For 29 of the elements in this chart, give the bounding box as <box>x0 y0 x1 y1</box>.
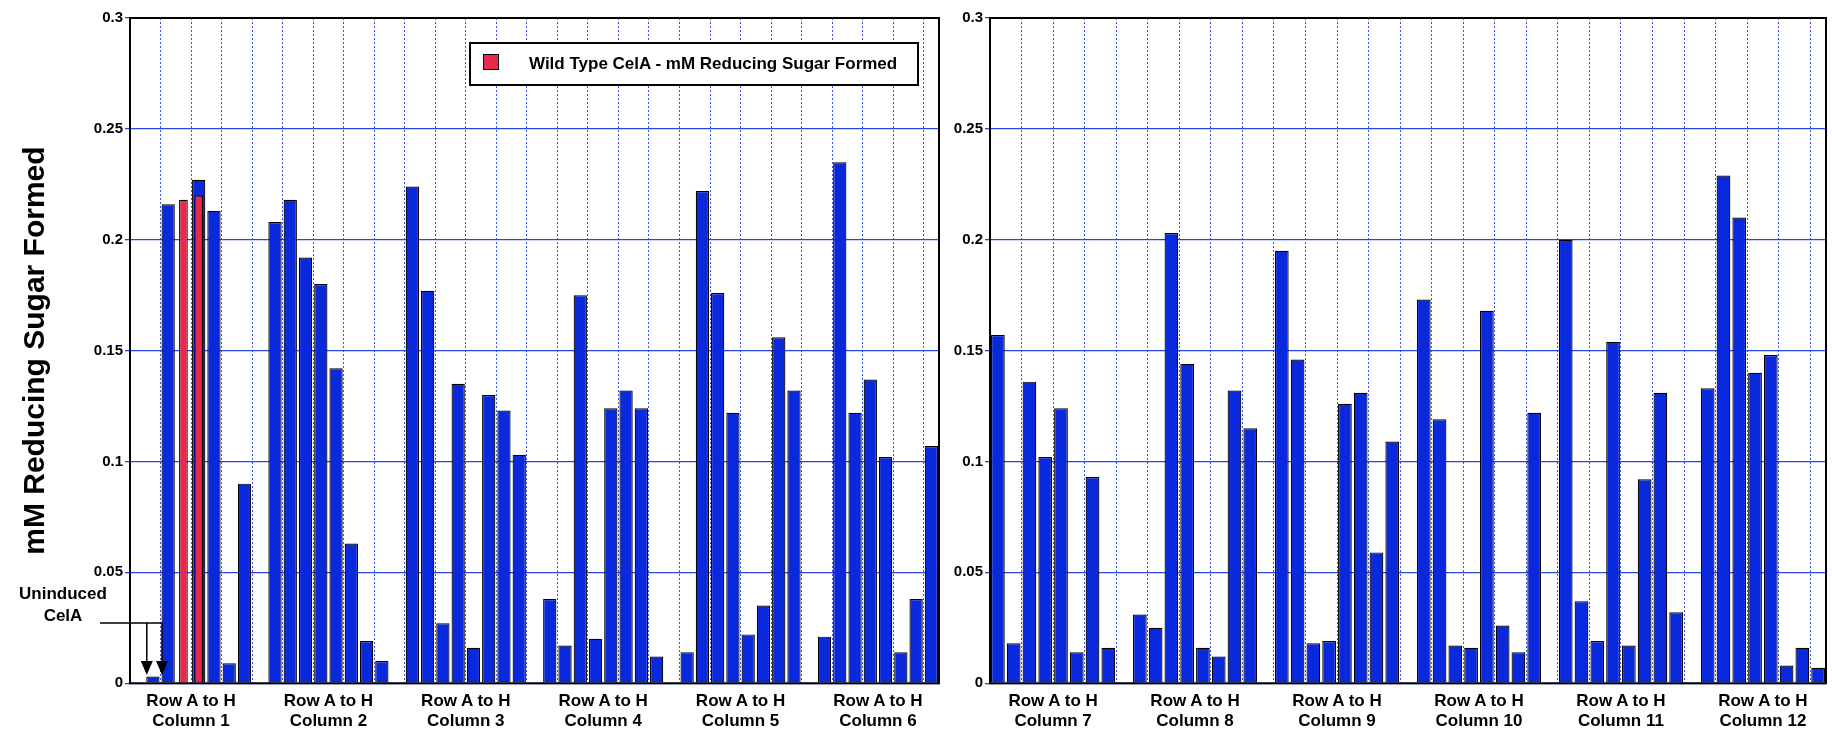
y-tick-label: 0 <box>114 673 123 691</box>
y-axis-title: mM Reducing Sugar Formed <box>17 146 51 555</box>
x-tick-label: Row A to H Column 10 <box>1434 691 1524 731</box>
x-tick-label: Row A to H Column 3 <box>421 691 511 731</box>
x-tick-label: Row A to H Column 12 <box>1718 691 1808 731</box>
x-tick-label: Row A to H Column 1 <box>146 691 236 731</box>
y-tick-label: 0 <box>974 673 983 691</box>
x-tick-label: Row A to H Column 8 <box>1150 691 1240 731</box>
y-tick-label: 0.2 <box>102 229 123 247</box>
x-tick-label: Row A to H Column 9 <box>1292 691 1382 731</box>
x-tick-label: Row A to H Column 7 <box>1008 691 1098 731</box>
y-tick-label: 0.1 <box>102 451 123 469</box>
y-tick-label: 0.15 <box>953 340 983 358</box>
y-tick-label: 0.25 <box>93 119 123 137</box>
x-tick-label: Row A to H Column 2 <box>283 691 374 731</box>
y-tick-label: 0.25 <box>953 119 983 137</box>
y-tick-label: 0.05 <box>93 562 123 580</box>
y-tick-label: 0.1 <box>962 451 983 469</box>
y-tick-label: 0.15 <box>93 340 123 358</box>
y-tick-label: 0.3 <box>962 8 983 26</box>
x-tick-label: Row A to H Column 5 <box>695 691 786 731</box>
x-tick-label: Row A to H Column 6 <box>833 691 923 731</box>
y-tick-label: 0.3 <box>102 8 123 26</box>
legend-label: Wild Type CelA - mM Reducing Sugar Formed <box>528 53 899 75</box>
x-tick-label: Row A to H Column 4 <box>558 691 648 731</box>
text: Uninduced CelA <box>18 583 108 628</box>
y-tick-label: 0.05 <box>953 562 983 580</box>
y-tick-label: 0.2 <box>962 229 983 247</box>
x-tick-label: Row A to H Column 11 <box>1576 691 1666 731</box>
